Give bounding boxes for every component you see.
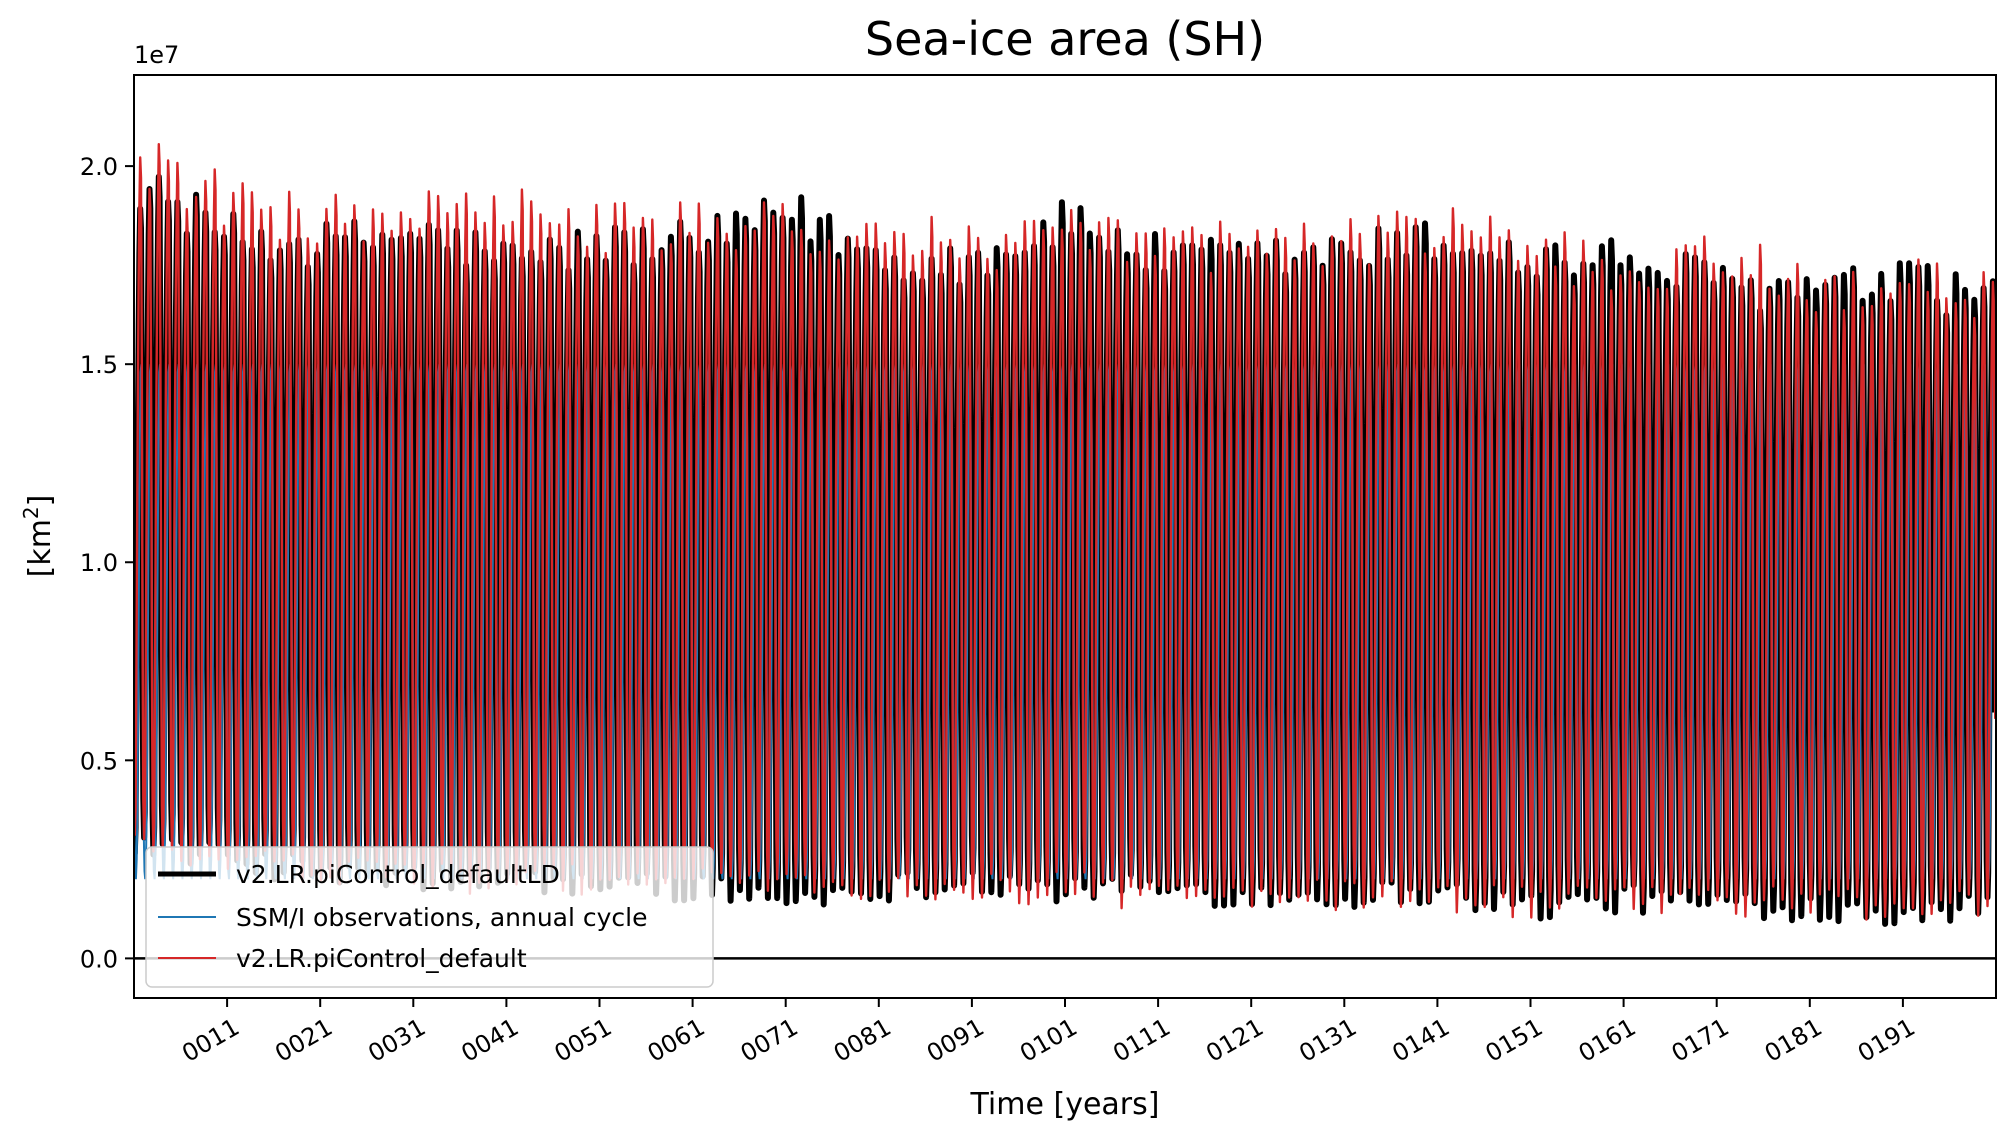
series-line-default bbox=[134, 143, 1996, 921]
legend-label-defaultLD: v2.LR.piControl_defaultLD bbox=[236, 860, 560, 889]
y-axis-ticks: 0.0 0.5 1.0 1.5 2.0 bbox=[80, 153, 134, 973]
y-axis-label: [km2] bbox=[19, 495, 58, 578]
legend-box bbox=[145, 846, 714, 988]
y-tick-label: 1.5 bbox=[80, 351, 118, 379]
legend: v2.LR.piControl_defaultLD SSM/I observat… bbox=[145, 846, 714, 988]
y-tick-label: 2.0 bbox=[80, 153, 118, 181]
legend-label-default: v2.LR.piControl_default bbox=[236, 944, 527, 973]
y-tick-label: 0.5 bbox=[80, 747, 118, 775]
chart-title: Sea-ice area (SH) bbox=[865, 12, 1265, 66]
y-offset-text: 1e7 bbox=[134, 41, 179, 69]
y-tick-label: 0.0 bbox=[80, 945, 118, 973]
legend-label-ssmi: SSM/I observations, annual cycle bbox=[236, 903, 648, 932]
x-axis-label: Time [years] bbox=[970, 1087, 1160, 1122]
y-tick-label: 1.0 bbox=[80, 549, 118, 577]
